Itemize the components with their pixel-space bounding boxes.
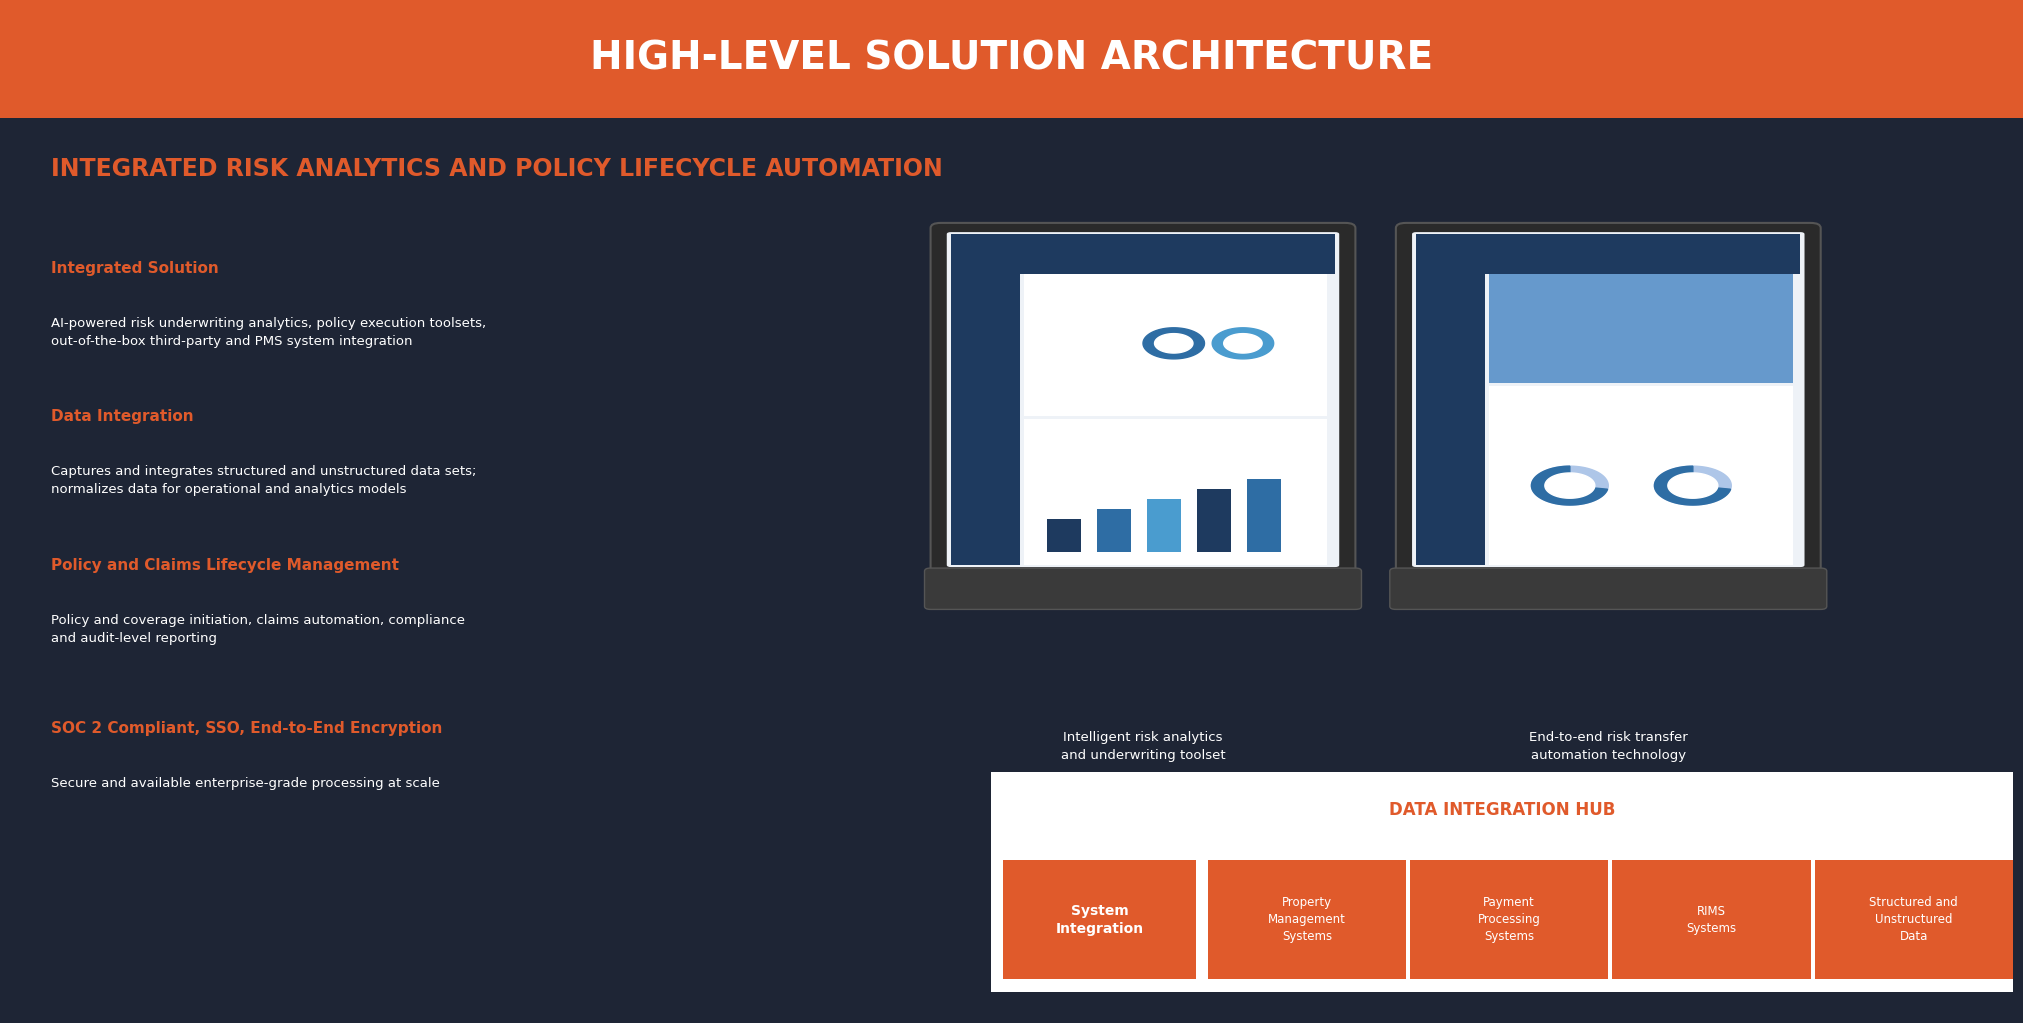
FancyBboxPatch shape (931, 223, 1355, 576)
Text: AI-powered risk underwriting analytics, policy execution toolsets,
out-of-the-bo: AI-powered risk underwriting analytics, … (51, 317, 486, 348)
Text: RIMS
Systems: RIMS Systems (1687, 904, 1736, 935)
Bar (1815, 860, 2013, 979)
Polygon shape (1546, 473, 1594, 498)
Text: SOC 2 Compliant, SSO, End-to-End Encryption: SOC 2 Compliant, SSO, End-to-End Encrypt… (51, 721, 441, 737)
Text: Property
Management
Systems: Property Management Systems (1268, 896, 1345, 943)
Bar (1612, 860, 1811, 979)
Bar (0, 0, 2023, 118)
Text: Integrated Solution: Integrated Solution (51, 261, 218, 276)
Text: Captures and integrates structured and unstructured data sets;
normalizes data f: Captures and integrates structured and u… (51, 465, 475, 496)
FancyBboxPatch shape (1390, 568, 1827, 610)
FancyBboxPatch shape (1412, 232, 1805, 567)
Text: Policy and Claims Lifecycle Management: Policy and Claims Lifecycle Management (51, 558, 399, 573)
FancyBboxPatch shape (1396, 223, 1821, 576)
Text: DATA INTEGRATION HUB: DATA INTEGRATION HUB (1390, 801, 1614, 818)
Bar (1489, 274, 1792, 383)
Bar (951, 274, 1020, 565)
Bar (1024, 419, 1327, 565)
Bar (1024, 274, 1327, 416)
Text: Structured and
Unstructured
Data: Structured and Unstructured Data (1869, 896, 1958, 943)
Bar (1198, 489, 1232, 551)
Bar (951, 234, 1335, 274)
Text: Data Integration: Data Integration (51, 409, 194, 425)
Bar (1410, 860, 1608, 979)
Text: HIGH-LEVEL SOLUTION ARCHITECTURE: HIGH-LEVEL SOLUTION ARCHITECTURE (591, 40, 1432, 78)
Text: System
Integration: System Integration (1056, 903, 1143, 936)
Polygon shape (1212, 327, 1274, 359)
Polygon shape (1143, 327, 1204, 359)
Text: Payment
Processing
Systems: Payment Processing Systems (1477, 896, 1542, 943)
Bar (1208, 860, 1406, 979)
Bar (1096, 508, 1131, 551)
Text: Secure and available enterprise-grade processing at scale: Secure and available enterprise-grade pr… (51, 777, 439, 791)
Polygon shape (1655, 466, 1730, 505)
Polygon shape (1531, 466, 1608, 505)
FancyBboxPatch shape (925, 568, 1361, 610)
FancyBboxPatch shape (947, 232, 1339, 567)
Polygon shape (1667, 473, 1718, 498)
Polygon shape (1224, 333, 1262, 353)
Text: Policy and coverage initiation, claims automation, compliance
and audit-level re: Policy and coverage initiation, claims a… (51, 614, 465, 644)
Text: Intelligent risk analytics
and underwriting toolset: Intelligent risk analytics and underwrit… (1060, 731, 1226, 762)
Bar (1147, 499, 1181, 551)
Bar (1416, 234, 1800, 274)
Bar (1048, 519, 1082, 551)
Bar (1246, 479, 1281, 551)
Polygon shape (1155, 333, 1194, 353)
Polygon shape (1655, 466, 1732, 505)
Text: End-to-end risk transfer
automation technology: End-to-end risk transfer automation tech… (1529, 731, 1687, 762)
Polygon shape (1531, 466, 1608, 505)
Text: INTEGRATED RISK ANALYTICS AND POLICY LIFECYCLE AUTOMATION: INTEGRATED RISK ANALYTICS AND POLICY LIF… (51, 157, 943, 181)
Bar (991, 772, 2013, 992)
Bar (1489, 387, 1792, 565)
Bar (1003, 860, 1196, 979)
Bar (1416, 274, 1485, 565)
